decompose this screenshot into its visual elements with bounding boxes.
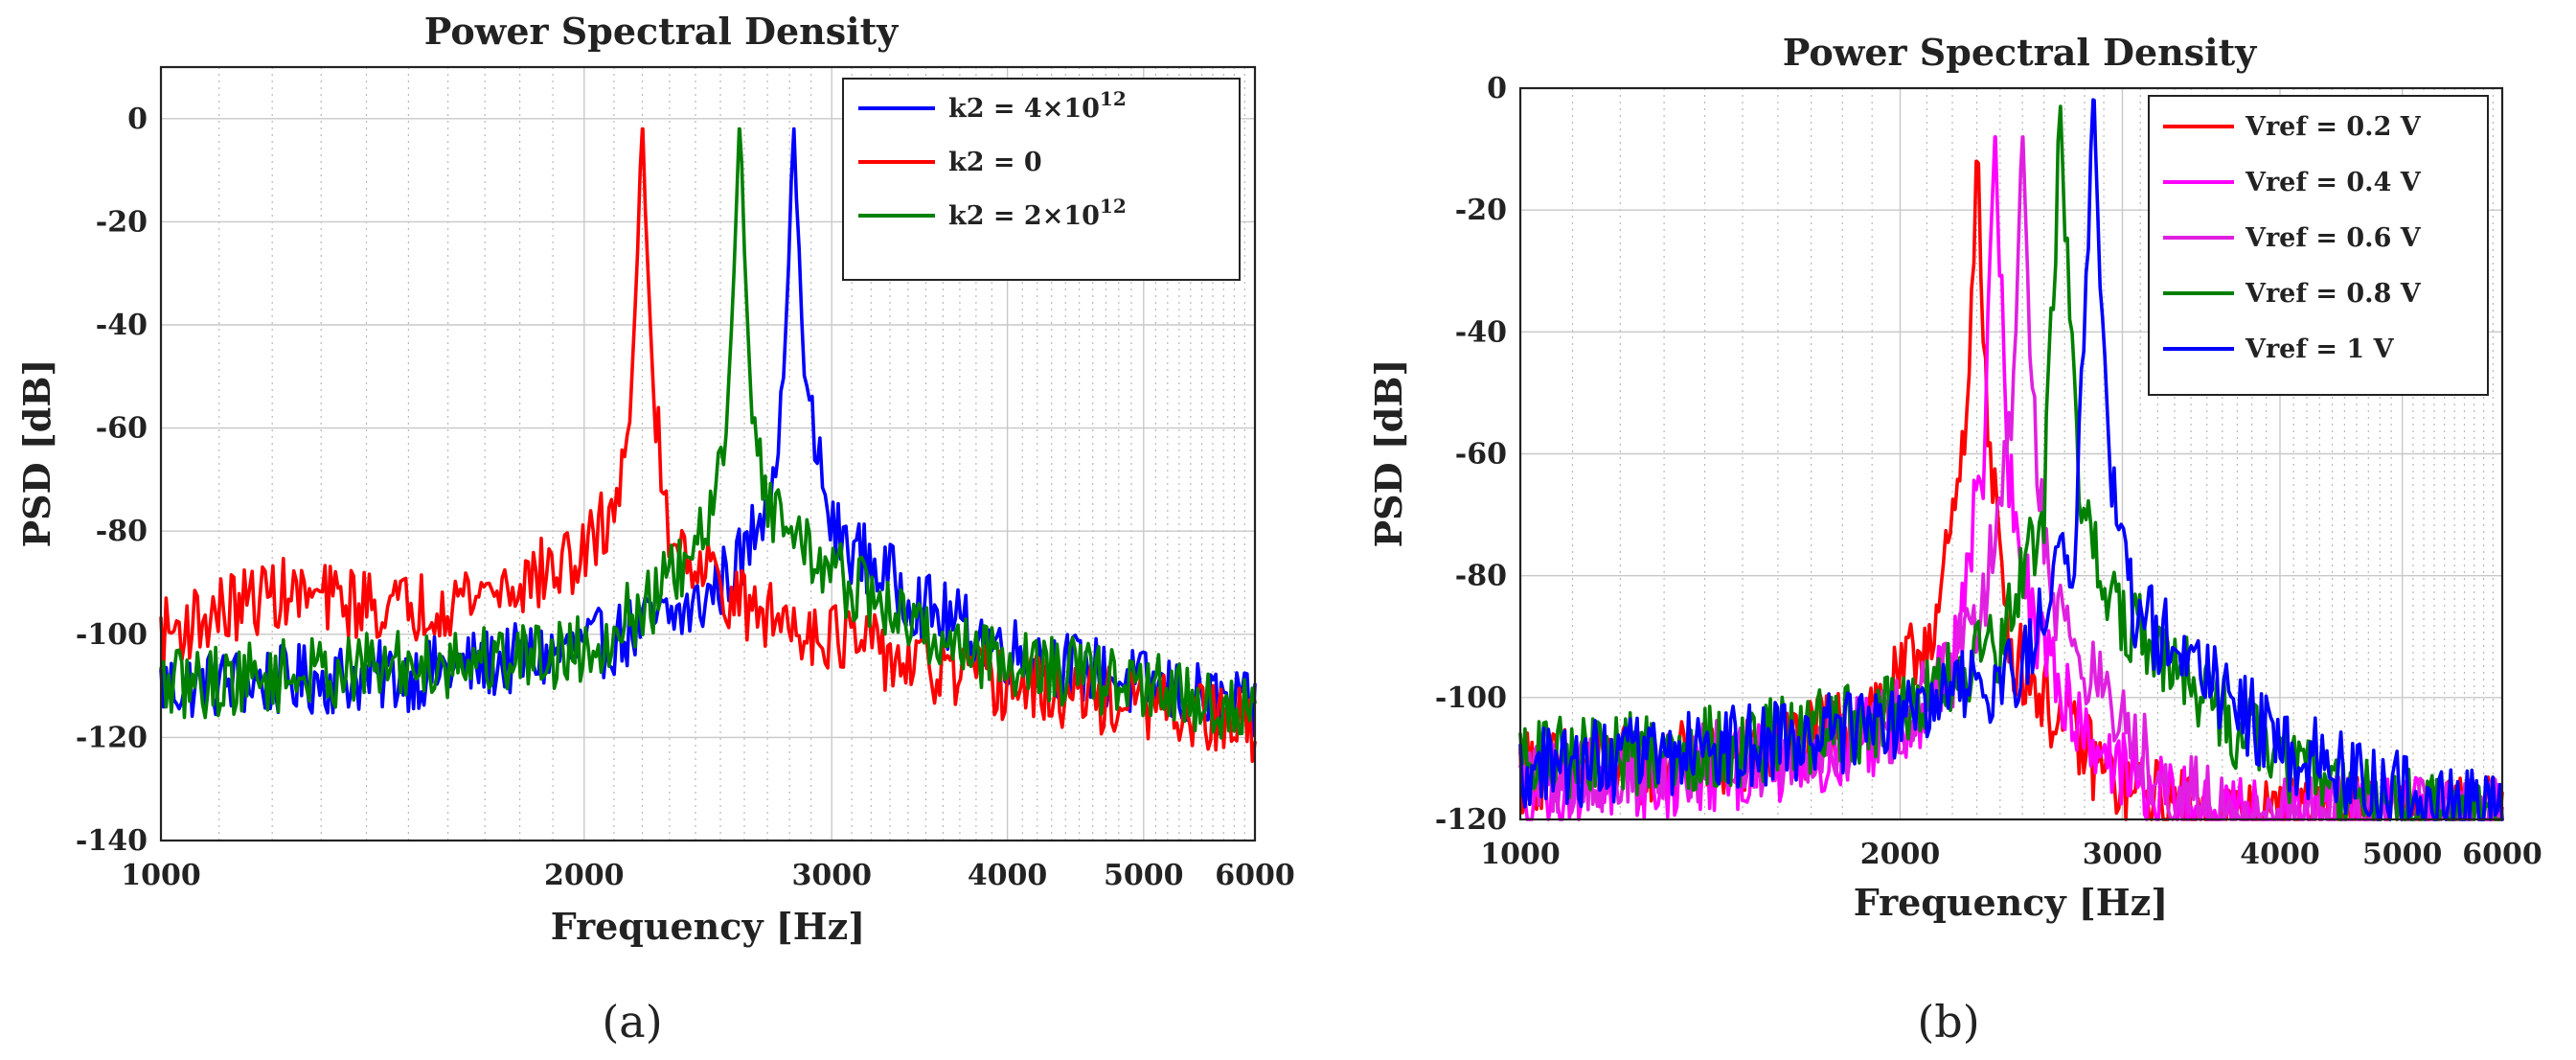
x-tick-label: 6000 [1215,859,1295,892]
legend-label: Vref = 0.8 V [2245,279,2422,309]
axes-frame-a [159,65,1257,842]
x-tick-label: 6000 [2462,838,2542,871]
y-ticks-b: 0 -20 -40 -60 -80 -100 -120 [1435,72,1507,837]
series-line-5 [1518,98,2504,821]
x-ticks-a: 1000 2000 3000 4000 5000 6000 [121,859,1295,892]
legend-label: Vref = 0.2 V [2245,112,2422,142]
y-tick-label: -100 [1435,681,1507,715]
legend-label: Vref = 0.4 V [2245,168,2422,197]
x-tick-label: 1000 [1480,838,1561,871]
x-tick-label: 1000 [121,859,201,892]
panel-b: Power Spectral Density 0 -20 -40 -60 -80 -100… [1367,31,2542,1048]
y-tick-label: -120 [76,721,148,754]
legend-a: k2 = 4×1012 k2 = 0 k2 = 2×1012 [842,78,1241,281]
chart-title-a: Power Spectral Density [424,10,899,53]
panel-a: Power Spectral Density 0 -20 -40 -60 -80 -100… [15,10,1295,1048]
plot-area-b [1518,98,2504,821]
x-axis-label-a: Frequency [Hz] [551,905,865,948]
y-tick-label: -20 [96,205,148,239]
plot-area-a [159,127,1257,764]
legend-label: k2 = 2×1012 [948,195,1127,231]
caption-b: (b) [1917,996,1979,1048]
y-tick-label: -20 [1455,194,1507,227]
y-tick-label: -80 [96,515,148,548]
legend-box-b [2148,95,2489,396]
x-tick-label: 4000 [968,859,1048,892]
y-tick-label: -40 [1455,315,1507,349]
x-tick-label: 5000 [2362,838,2443,871]
y-tick-label: -100 [76,618,148,652]
y-axis-label-b: PSD [dB] [1367,359,1410,548]
x-axis-label-b: Frequency [Hz] [1854,881,2168,924]
legend-label: k2 = 0 [948,148,1042,177]
caption-a: (a) [602,996,662,1048]
y-tick-label: 0 [127,103,148,136]
chart-title-b: Power Spectral Density [1783,31,2257,74]
legend-box-a [842,78,1241,281]
x-tick-label: 2000 [544,859,625,892]
series-line-2 [159,127,1257,764]
x-tick-label: 4000 [2240,838,2320,871]
y-tick-label: -80 [1455,560,1507,593]
y-tick-label: -60 [1455,438,1507,472]
legend-label: k2 = 4×1012 [948,87,1127,124]
y-tick-label: -40 [96,309,148,342]
x-tick-label: 3000 [2083,838,2163,871]
x-tick-label: 5000 [1104,859,1184,892]
y-tick-label: -140 [76,824,148,858]
series-line-3 [159,127,1257,740]
series-line-4 [1518,104,2504,821]
legend-b: Vref = 0.2 V Vref = 0.4 V Vref = 0.6 V Vref… [2148,95,2489,396]
x-ticks-b: 1000 2000 3000 4000 5000 6000 [1480,838,2542,871]
y-tick-label: -120 [1435,803,1507,837]
axes-frame-b [1518,86,2504,821]
legend-label: Vref = 1 V [2245,334,2395,364]
y-axis-label-a: PSD [dB] [15,359,58,548]
x-tick-label: 3000 [791,859,872,892]
legend-label: Vref = 0.6 V [2245,223,2422,253]
y-tick-label: -60 [96,412,148,446]
y-ticks-a: 0 -20 -40 -60 -80 -100 -120 -140 [76,103,148,858]
x-tick-label: 2000 [1860,838,1941,871]
y-tick-label: 0 [1487,72,1507,105]
